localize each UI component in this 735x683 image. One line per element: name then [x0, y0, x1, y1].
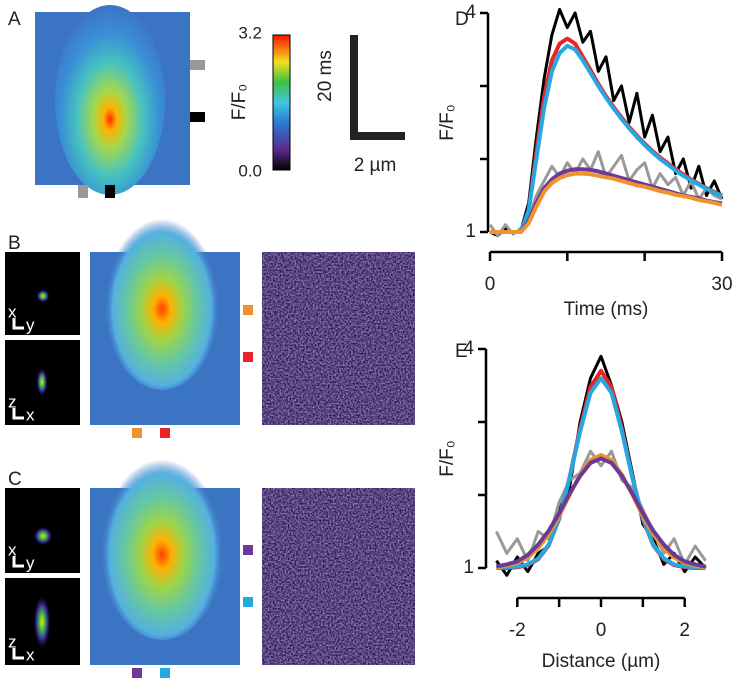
x-tick-label: 2	[679, 620, 690, 641]
series-line	[490, 171, 723, 234]
marker	[243, 545, 253, 555]
marker	[78, 185, 88, 198]
series-line	[496, 452, 706, 570]
series-line	[496, 376, 706, 570]
panel-label: C	[8, 469, 22, 490]
psf	[36, 367, 48, 397]
axis-label: x	[8, 540, 17, 559]
axis-label: z	[8, 392, 17, 411]
noise-image	[262, 252, 415, 425]
marker	[132, 668, 142, 678]
series-line	[490, 36, 723, 234]
series-line	[489, 7, 724, 238]
axis-glyph	[12, 648, 24, 660]
series-line	[495, 449, 707, 566]
panel-label: E	[455, 341, 468, 362]
psf	[36, 289, 50, 303]
marker	[243, 597, 253, 607]
x-axis-label: Time (ms)	[564, 299, 649, 320]
x-tick-label: -2	[509, 620, 526, 641]
x-tick-label: 30	[711, 274, 732, 295]
axis-label: x	[26, 405, 35, 424]
series-line	[490, 43, 723, 234]
axis-label: y	[26, 553, 35, 572]
marker	[190, 60, 205, 70]
model	[100, 450, 224, 640]
marker	[132, 428, 142, 438]
colorbar-max: 3.2	[238, 23, 262, 42]
scale-bar	[350, 35, 405, 140]
x-tick-label: 0	[485, 274, 496, 295]
model	[104, 210, 220, 390]
y-tick-label: 4	[465, 2, 476, 23]
axis-label: x	[8, 302, 17, 321]
marker	[190, 112, 205, 122]
scale-distance: 2 µm	[354, 155, 397, 176]
marker	[160, 428, 170, 438]
panel-label: B	[8, 233, 21, 254]
marker	[243, 352, 253, 362]
y-tick-label: 1	[463, 557, 474, 578]
psf	[33, 594, 51, 650]
psf	[33, 526, 53, 546]
axis-glyph	[12, 318, 24, 330]
axis-glyph	[12, 556, 24, 568]
x-tick-label: 0	[596, 620, 607, 641]
colorbar-label: F/F₀	[229, 84, 250, 120]
noise-image	[262, 488, 415, 665]
axis-label: z	[8, 632, 17, 651]
colorbar-min: 0.0	[238, 161, 262, 180]
axis-label: y	[26, 315, 35, 334]
panel-label: D	[455, 9, 469, 30]
colorbar	[272, 34, 291, 171]
marker	[243, 305, 253, 315]
series-line	[496, 456, 706, 569]
y-tick-label: 4	[463, 338, 474, 359]
axis-glyph	[12, 408, 24, 420]
axis-label: x	[26, 645, 35, 664]
scale-time: 20 ms	[315, 50, 336, 102]
x-axis-label: Distance (µm)	[542, 651, 661, 672]
y-axis-label: F/F₀	[437, 440, 458, 476]
heatmap	[55, 5, 165, 195]
y-axis-label: F/F₀	[437, 104, 458, 140]
marker	[105, 185, 115, 198]
marker	[160, 668, 170, 678]
y-tick-label: 1	[465, 221, 476, 242]
panel-label: A	[8, 9, 21, 30]
